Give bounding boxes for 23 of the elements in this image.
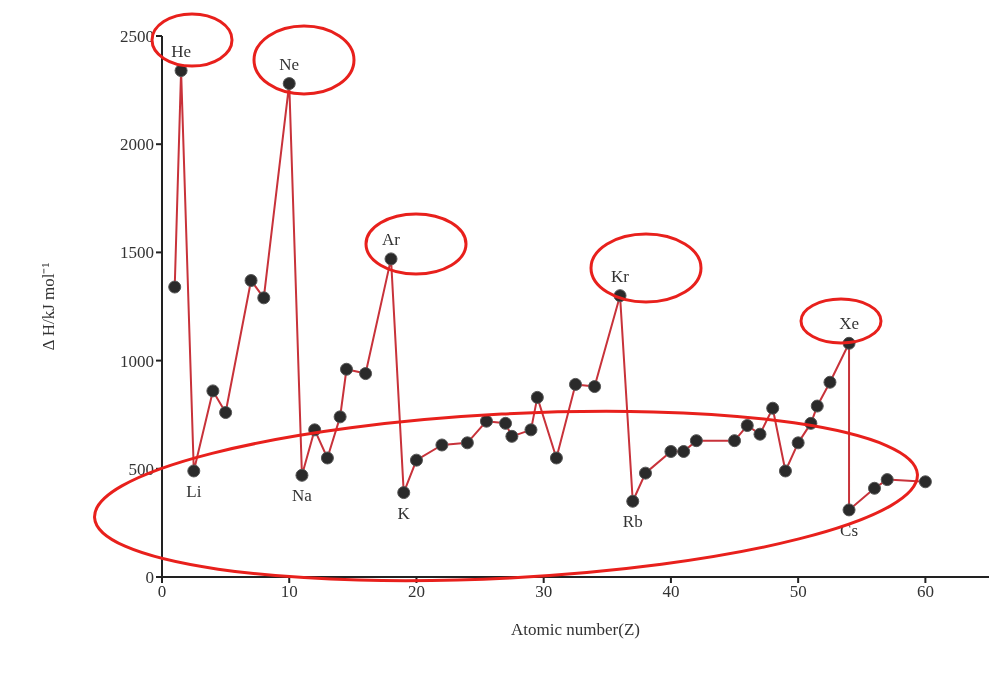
y-tick-label: 1000 bbox=[120, 351, 154, 371]
annotation: Rb bbox=[622, 512, 643, 532]
annotation: Li bbox=[186, 482, 202, 502]
y-tick-label: 0 bbox=[145, 568, 154, 588]
annotation: Ne bbox=[279, 54, 300, 74]
x-tick-label: 20 bbox=[407, 582, 425, 602]
annotation: Xe bbox=[839, 314, 859, 334]
x-tick-label: 10 bbox=[280, 582, 298, 602]
y-tick-label: 2000 bbox=[120, 135, 154, 155]
annotation: He bbox=[171, 41, 191, 61]
x-tick-label: 60 bbox=[916, 582, 934, 602]
y-axis-title: Δ H/kJ mol⁻¹ bbox=[39, 262, 59, 351]
x-tick-label: 50 bbox=[789, 582, 807, 602]
y-tick-label: 1500 bbox=[120, 243, 154, 263]
annotation: Kr bbox=[611, 266, 630, 286]
x-tick-label: 40 bbox=[662, 582, 680, 602]
annotation: Na bbox=[292, 486, 313, 506]
annotation: Ar bbox=[382, 229, 401, 249]
x-axis-title: Atomic number(Z) bbox=[511, 620, 640, 639]
x-tick-label: 0 bbox=[157, 582, 167, 602]
y-tick-label: 500 bbox=[128, 459, 154, 479]
annotation: K bbox=[397, 503, 411, 523]
x-tick-label: 30 bbox=[535, 582, 553, 602]
